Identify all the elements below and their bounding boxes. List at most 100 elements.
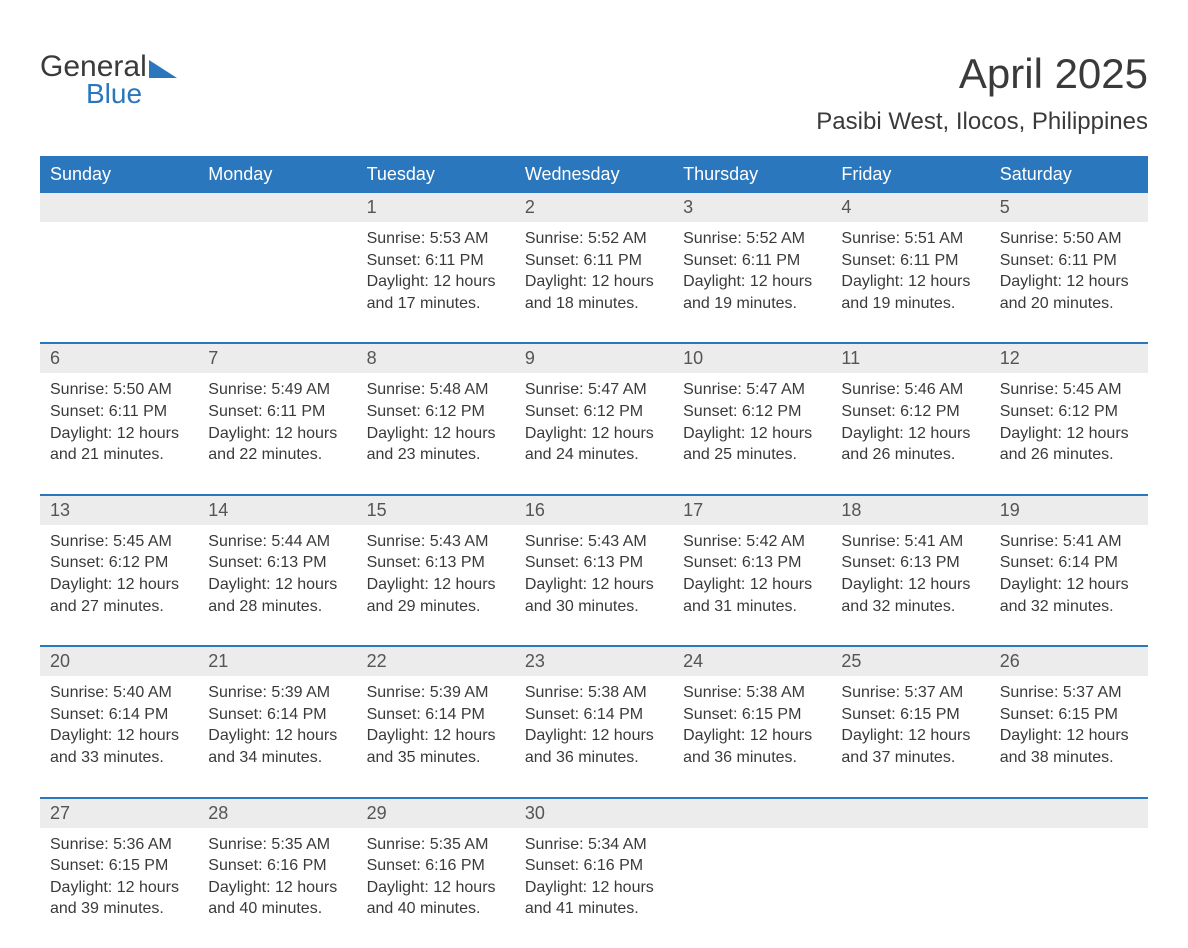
day-content-cell: Sunrise: 5:41 AMSunset: 6:14 PMDaylight:… <box>990 525 1148 646</box>
day-number-cell <box>40 193 198 222</box>
day-number-row: 20212223242526 <box>40 646 1148 676</box>
sunrise-line: Sunrise: 5:38 AM <box>683 682 821 704</box>
day-content-row: Sunrise: 5:53 AMSunset: 6:11 PMDaylight:… <box>40 222 1148 343</box>
day-of-week-header: Monday <box>198 156 356 193</box>
day-content-cell: Sunrise: 5:43 AMSunset: 6:13 PMDaylight:… <box>357 525 515 646</box>
sunrise-line: Sunrise: 5:39 AM <box>367 682 505 704</box>
sunrise-line: Sunrise: 5:46 AM <box>841 379 979 401</box>
sunrise-line: Sunrise: 5:37 AM <box>841 682 979 704</box>
daylight-line: Daylight: 12 hours and 29 minutes. <box>367 574 505 617</box>
day-number-cell: 13 <box>40 495 198 525</box>
day-number-cell: 18 <box>831 495 989 525</box>
sunset-line: Sunset: 6:14 PM <box>367 704 505 726</box>
daylight-line: Daylight: 12 hours and 33 minutes. <box>50 725 188 768</box>
daylight-line: Daylight: 12 hours and 41 minutes. <box>525 877 663 920</box>
day-number-cell: 12 <box>990 343 1148 373</box>
sunrise-line: Sunrise: 5:50 AM <box>1000 228 1138 250</box>
daylight-line: Daylight: 12 hours and 18 minutes. <box>525 271 663 314</box>
day-content-cell: Sunrise: 5:38 AMSunset: 6:14 PMDaylight:… <box>515 676 673 797</box>
day-number-cell: 17 <box>673 495 831 525</box>
day-content-cell: Sunrise: 5:41 AMSunset: 6:13 PMDaylight:… <box>831 525 989 646</box>
sunrise-line: Sunrise: 5:52 AM <box>525 228 663 250</box>
sunset-line: Sunset: 6:16 PM <box>208 855 346 877</box>
sunset-line: Sunset: 6:11 PM <box>208 401 346 423</box>
day-of-week-row: SundayMondayTuesdayWednesdayThursdayFrid… <box>40 156 1148 193</box>
sunrise-line: Sunrise: 5:45 AM <box>1000 379 1138 401</box>
sunset-line: Sunset: 6:12 PM <box>841 401 979 423</box>
sunrise-line: Sunrise: 5:47 AM <box>525 379 663 401</box>
day-content-cell <box>40 222 198 343</box>
day-content-row: Sunrise: 5:50 AMSunset: 6:11 PMDaylight:… <box>40 373 1148 494</box>
day-number-cell: 11 <box>831 343 989 373</box>
logo-triangle-icon <box>149 60 177 78</box>
day-number-cell: 26 <box>990 646 1148 676</box>
sunrise-line: Sunrise: 5:47 AM <box>683 379 821 401</box>
day-number-cell: 27 <box>40 798 198 828</box>
calendar-table: SundayMondayTuesdayWednesdayThursdayFrid… <box>40 156 1148 948</box>
day-number-cell: 15 <box>357 495 515 525</box>
sunrise-line: Sunrise: 5:41 AM <box>841 531 979 553</box>
day-of-week-header: Tuesday <box>357 156 515 193</box>
sunset-line: Sunset: 6:11 PM <box>1000 250 1138 272</box>
day-number-cell: 21 <box>198 646 356 676</box>
day-number-cell: 29 <box>357 798 515 828</box>
day-content-cell <box>831 828 989 948</box>
daylight-line: Daylight: 12 hours and 39 minutes. <box>50 877 188 920</box>
daylight-line: Daylight: 12 hours and 40 minutes. <box>208 877 346 920</box>
sunset-line: Sunset: 6:16 PM <box>525 855 663 877</box>
day-content-cell <box>198 222 356 343</box>
daylight-line: Daylight: 12 hours and 20 minutes. <box>1000 271 1138 314</box>
sunset-line: Sunset: 6:12 PM <box>50 552 188 574</box>
sunrise-line: Sunrise: 5:35 AM <box>208 834 346 856</box>
day-number-cell: 19 <box>990 495 1148 525</box>
header: General Blue April 2025 Pasibi West, Ilo… <box>40 50 1148 136</box>
sunset-line: Sunset: 6:13 PM <box>367 552 505 574</box>
sunrise-line: Sunrise: 5:43 AM <box>525 531 663 553</box>
daylight-line: Daylight: 12 hours and 19 minutes. <box>841 271 979 314</box>
day-content-row: Sunrise: 5:36 AMSunset: 6:15 PMDaylight:… <box>40 828 1148 948</box>
daylight-line: Daylight: 12 hours and 28 minutes. <box>208 574 346 617</box>
sunrise-line: Sunrise: 5:41 AM <box>1000 531 1138 553</box>
sunrise-line: Sunrise: 5:37 AM <box>1000 682 1138 704</box>
day-content-cell: Sunrise: 5:40 AMSunset: 6:14 PMDaylight:… <box>40 676 198 797</box>
sunset-line: Sunset: 6:14 PM <box>1000 552 1138 574</box>
daylight-line: Daylight: 12 hours and 34 minutes. <box>208 725 346 768</box>
day-number-row: 6789101112 <box>40 343 1148 373</box>
sunrise-line: Sunrise: 5:34 AM <box>525 834 663 856</box>
day-number-cell <box>673 798 831 828</box>
sunset-line: Sunset: 6:11 PM <box>841 250 979 272</box>
sunrise-line: Sunrise: 5:52 AM <box>683 228 821 250</box>
sunrise-line: Sunrise: 5:39 AM <box>208 682 346 704</box>
day-number-cell: 2 <box>515 193 673 222</box>
day-number-cell: 8 <box>357 343 515 373</box>
day-number-cell: 4 <box>831 193 989 222</box>
day-content-cell: Sunrise: 5:48 AMSunset: 6:12 PMDaylight:… <box>357 373 515 494</box>
sunrise-line: Sunrise: 5:53 AM <box>367 228 505 250</box>
sunset-line: Sunset: 6:15 PM <box>1000 704 1138 726</box>
day-number-cell: 22 <box>357 646 515 676</box>
day-number-cell: 1 <box>357 193 515 222</box>
daylight-line: Daylight: 12 hours and 35 minutes. <box>367 725 505 768</box>
daylight-line: Daylight: 12 hours and 21 minutes. <box>50 423 188 466</box>
day-content-cell: Sunrise: 5:37 AMSunset: 6:15 PMDaylight:… <box>990 676 1148 797</box>
day-of-week-header: Friday <box>831 156 989 193</box>
sunset-line: Sunset: 6:12 PM <box>683 401 821 423</box>
day-content-cell: Sunrise: 5:35 AMSunset: 6:16 PMDaylight:… <box>357 828 515 948</box>
day-content-cell: Sunrise: 5:38 AMSunset: 6:15 PMDaylight:… <box>673 676 831 797</box>
page-title: April 2025 <box>816 50 1148 98</box>
day-of-week-header: Saturday <box>990 156 1148 193</box>
sunset-line: Sunset: 6:15 PM <box>50 855 188 877</box>
logo: General Blue <box>40 50 177 110</box>
day-content-cell: Sunrise: 5:46 AMSunset: 6:12 PMDaylight:… <box>831 373 989 494</box>
day-number-cell: 23 <box>515 646 673 676</box>
daylight-line: Daylight: 12 hours and 32 minutes. <box>841 574 979 617</box>
day-content-cell <box>990 828 1148 948</box>
sunset-line: Sunset: 6:16 PM <box>367 855 505 877</box>
day-content-cell: Sunrise: 5:39 AMSunset: 6:14 PMDaylight:… <box>198 676 356 797</box>
day-content-cell: Sunrise: 5:50 AMSunset: 6:11 PMDaylight:… <box>990 222 1148 343</box>
sunset-line: Sunset: 6:15 PM <box>683 704 821 726</box>
day-content-row: Sunrise: 5:45 AMSunset: 6:12 PMDaylight:… <box>40 525 1148 646</box>
sunrise-line: Sunrise: 5:43 AM <box>367 531 505 553</box>
day-content-cell: Sunrise: 5:51 AMSunset: 6:11 PMDaylight:… <box>831 222 989 343</box>
day-content-cell: Sunrise: 5:42 AMSunset: 6:13 PMDaylight:… <box>673 525 831 646</box>
